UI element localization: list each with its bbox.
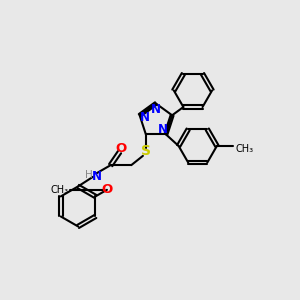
Text: CH₃: CH₃: [50, 185, 69, 195]
Text: O: O: [115, 142, 127, 155]
Text: CH₃: CH₃: [236, 144, 253, 154]
Text: O: O: [101, 183, 112, 196]
Text: N: N: [92, 169, 102, 182]
Text: H: H: [85, 169, 93, 180]
Text: S: S: [141, 144, 151, 158]
Text: N: N: [158, 123, 167, 136]
Text: N: N: [151, 103, 161, 116]
Text: N: N: [140, 111, 150, 124]
